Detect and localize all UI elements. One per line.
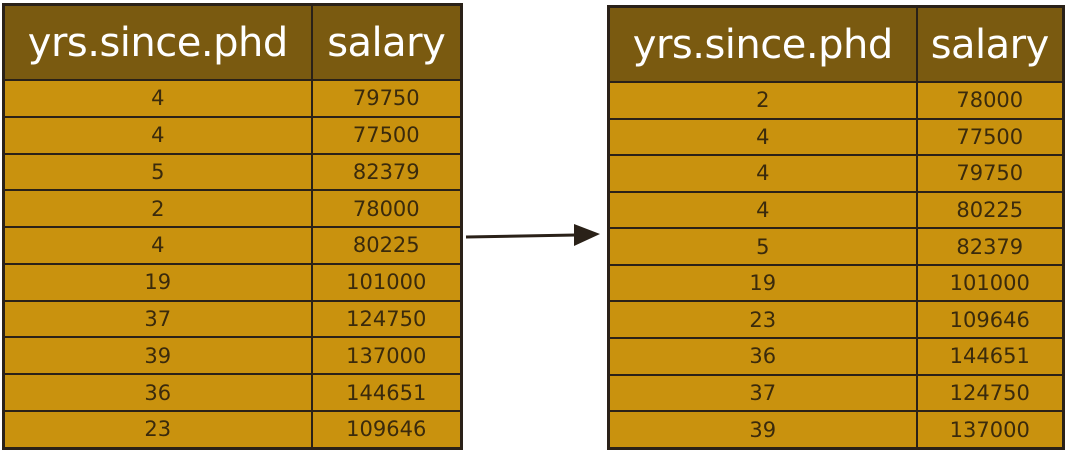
cell-salary: 137000 <box>310 336 463 376</box>
right-arrow-icon <box>465 224 600 246</box>
cell-salary: 78000 <box>915 81 1065 120</box>
header-row: yrs.since.phd salary <box>607 5 1065 83</box>
table-row: 4 80225 <box>607 190 1065 230</box>
header-yrs-since-phd: yrs.since.phd <box>607 5 918 83</box>
cell-yrs-since-phd: 39 <box>607 410 918 450</box>
cell-salary: 79750 <box>310 79 463 118</box>
table-row: 19 101000 <box>607 263 1065 303</box>
cell-salary: 80225 <box>915 190 1065 230</box>
table-row: 36 144651 <box>607 337 1065 376</box>
table-row: 37 124750 <box>2 299 463 339</box>
table-row: 23 109646 <box>2 409 463 450</box>
table-row: 37 124750 <box>607 373 1065 413</box>
cell-salary: 78000 <box>310 189 463 229</box>
table-body: 4 79750 4 77500 5 82379 2 78000 4 80225 19 101000 37… <box>2 79 463 450</box>
cell-salary: 77500 <box>915 117 1065 157</box>
header-salary: salary <box>915 5 1065 83</box>
cell-yrs-since-phd: 39 <box>2 336 313 376</box>
table-row: 5 82379 <box>607 227 1065 266</box>
table-row: 4 77500 <box>607 117 1065 157</box>
cell-salary: 124750 <box>310 299 463 339</box>
cell-yrs-since-phd: 23 <box>607 300 918 340</box>
table-row: 4 79750 <box>607 154 1065 193</box>
cell-salary: 109646 <box>310 409 463 450</box>
cell-yrs-since-phd: 2 <box>607 81 918 120</box>
header-yrs-since-phd: yrs.since.phd <box>2 3 313 81</box>
cell-salary: 80225 <box>310 226 463 265</box>
table-row: 39 137000 <box>2 336 463 376</box>
cell-yrs-since-phd: 2 <box>2 189 313 229</box>
cell-salary: 82379 <box>310 152 463 192</box>
cell-yrs-since-phd: 36 <box>607 337 918 376</box>
cell-salary: 124750 <box>915 373 1065 413</box>
cell-yrs-since-phd: 37 <box>2 299 313 339</box>
cell-salary: 82379 <box>915 227 1065 266</box>
cell-salary: 101000 <box>915 263 1065 303</box>
table-row: 39 137000 <box>607 410 1065 450</box>
sorted-table: yrs.since.phd salary 2 78000 4 77500 4 79750 4… <box>607 5 1065 450</box>
cell-salary: 79750 <box>915 154 1065 193</box>
table-row: 36 144651 <box>2 373 463 412</box>
table-row: 2 78000 <box>2 189 463 229</box>
header-salary: salary <box>310 3 463 81</box>
table-body: 2 78000 4 77500 4 79750 4 80225 5 82379 19 101000 23… <box>607 81 1065 450</box>
cell-yrs-since-phd: 5 <box>2 152 313 192</box>
table-row: 2 78000 <box>607 81 1065 120</box>
cell-yrs-since-phd: 4 <box>2 115 313 155</box>
cell-yrs-since-phd: 5 <box>607 227 918 266</box>
table-row: 23 109646 <box>607 300 1065 340</box>
header-row: yrs.since.phd salary <box>2 3 463 81</box>
cell-yrs-since-phd: 4 <box>607 190 918 230</box>
cell-yrs-since-phd: 4 <box>607 117 918 157</box>
unsorted-table: yrs.since.phd salary 4 79750 4 77500 5 82379 2… <box>2 3 463 450</box>
cell-salary: 101000 <box>310 262 463 302</box>
cell-salary: 137000 <box>915 410 1065 450</box>
cell-yrs-since-phd: 36 <box>2 373 313 412</box>
cell-yrs-since-phd: 19 <box>2 262 313 302</box>
table-row: 4 80225 <box>2 226 463 265</box>
cell-salary: 144651 <box>915 337 1065 376</box>
cell-salary: 109646 <box>915 300 1065 340</box>
cell-yrs-since-phd: 19 <box>607 263 918 303</box>
cell-yrs-since-phd: 4 <box>2 79 313 118</box>
table-row: 19 101000 <box>2 262 463 302</box>
table-row: 4 79750 <box>2 79 463 118</box>
table-row: 5 82379 <box>2 152 463 192</box>
cell-yrs-since-phd: 37 <box>607 373 918 413</box>
cell-salary: 144651 <box>310 373 463 412</box>
cell-salary: 77500 <box>310 115 463 155</box>
cell-yrs-since-phd: 4 <box>607 154 918 193</box>
table-row: 4 77500 <box>2 115 463 155</box>
cell-yrs-since-phd: 23 <box>2 409 313 450</box>
cell-yrs-since-phd: 4 <box>2 226 313 265</box>
